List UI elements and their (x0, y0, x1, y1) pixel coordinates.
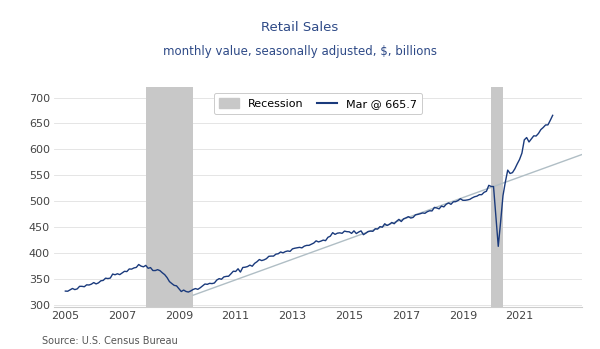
Legend: Recession, Mar @ 665.7: Recession, Mar @ 665.7 (214, 93, 422, 114)
Text: monthly value, seasonally adjusted, $, billions: monthly value, seasonally adjusted, $, b… (163, 45, 437, 58)
Bar (491, 87, 503, 307)
Bar (146, 87, 193, 307)
Text: Source: U.S. Census Bureau: Source: U.S. Census Bureau (42, 335, 178, 346)
Text: Retail Sales: Retail Sales (262, 21, 338, 34)
